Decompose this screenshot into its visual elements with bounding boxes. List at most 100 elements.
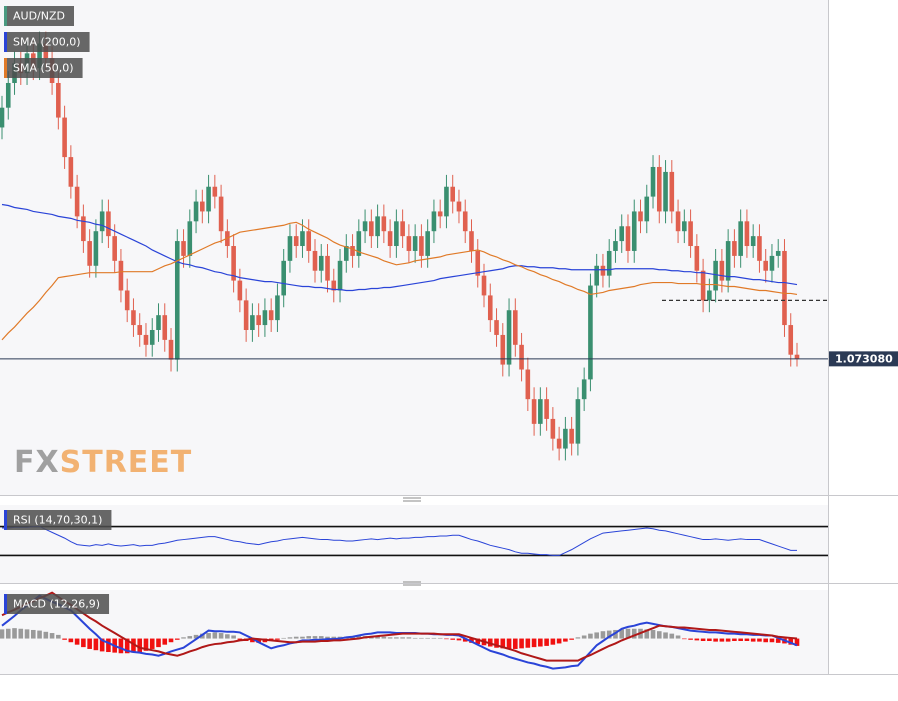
candle-body — [575, 399, 581, 444]
histogram-bar — [419, 637, 424, 639]
candle-body — [513, 310, 518, 345]
histogram-bar — [99, 638, 105, 652]
histogram-bar — [456, 638, 462, 641]
histogram-bar — [5, 628, 11, 639]
legend-title: AUD/NZD — [4, 6, 74, 26]
candle-body — [506, 310, 512, 365]
histogram-bar — [181, 637, 186, 639]
histogram-bar — [24, 629, 30, 639]
histogram-bar — [143, 638, 149, 651]
candle-body — [563, 428, 568, 449]
candle-body — [56, 82, 61, 118]
candle-body — [162, 315, 168, 340]
candle-body — [656, 166, 662, 212]
histogram-bar — [713, 638, 718, 642]
histogram-bar — [281, 637, 286, 639]
candle-body — [325, 255, 330, 281]
resize-handle[interactable] — [403, 497, 421, 502]
rsi-plot-bg — [0, 505, 828, 583]
candle-body — [131, 310, 136, 326]
histogram-bar — [256, 638, 261, 643]
histogram-bar — [68, 638, 74, 643]
histogram-bar — [669, 633, 675, 639]
candle-body — [187, 221, 193, 256]
candle-body — [682, 221, 687, 232]
histogram-bar — [187, 636, 193, 639]
candle-body — [788, 325, 794, 355]
histogram-bar — [237, 638, 243, 640]
candle-body — [74, 186, 80, 217]
candle-body — [193, 201, 199, 222]
candle-body — [725, 241, 731, 281]
candle-body — [581, 379, 587, 400]
labels-layer: FXSTREET 1.073080 AUD/NZD SMA (200,0) SMA (5… — [4, 6, 898, 614]
candle-body — [350, 246, 355, 256]
histogram-bar — [18, 628, 24, 639]
candle-body — [531, 399, 537, 424]
candle-body — [456, 201, 462, 212]
candle-body — [519, 344, 524, 370]
candle-body — [200, 201, 205, 212]
histogram-bar — [775, 638, 781, 643]
candle-body — [481, 275, 487, 296]
histogram-bar — [650, 629, 656, 639]
candle-body — [763, 260, 769, 271]
candle-body — [619, 226, 625, 242]
histogram-bar — [675, 635, 681, 639]
candle-body — [469, 231, 474, 251]
candle-body — [381, 216, 387, 232]
legend-box — [4, 6, 74, 26]
histogram-bar — [613, 629, 618, 639]
histogram-bar — [682, 638, 687, 640]
candle-body — [281, 260, 286, 296]
histogram-bar — [106, 638, 111, 653]
histogram-bar — [206, 633, 211, 639]
histogram-bar — [43, 631, 49, 639]
histogram-bar — [275, 638, 280, 640]
legend-title: RSI (14,70,30,1) — [4, 510, 112, 530]
histogram-bar — [600, 631, 606, 639]
candle-body — [700, 270, 706, 301]
candle-body — [287, 236, 293, 261]
candle-body — [0, 107, 5, 128]
histogram-bar — [318, 636, 324, 639]
candle-body — [306, 231, 312, 251]
candle-body — [525, 369, 531, 400]
candle-body — [600, 265, 606, 276]
candle-body — [181, 241, 186, 256]
candle-body — [331, 280, 337, 291]
histogram-bar — [663, 632, 668, 639]
histogram-bar — [81, 638, 86, 648]
histogram-bar — [137, 638, 143, 653]
histogram-bar — [375, 636, 380, 639]
candle-body — [387, 231, 393, 247]
candle-body — [707, 290, 712, 301]
candle-body — [143, 334, 149, 345]
legend-title: MACD (12,26,9) — [4, 594, 110, 614]
histogram-bar — [406, 637, 412, 639]
histogram-bar — [563, 638, 568, 642]
candle-body — [494, 320, 499, 335]
legend-box — [4, 32, 90, 52]
resize-handle[interactable] — [403, 581, 421, 586]
candle-body — [538, 399, 543, 424]
candle-body — [156, 315, 161, 330]
candle-body — [275, 295, 280, 321]
histogram-bar — [425, 637, 430, 639]
candle-body — [794, 354, 800, 359]
histogram-bar — [688, 638, 693, 640]
candle-body — [500, 334, 506, 365]
histogram-bar — [200, 633, 205, 639]
legend-label: SMA (200,0) — [13, 36, 81, 49]
histogram-bar — [788, 638, 794, 645]
legend-entry: SMA (200,0) — [4, 32, 90, 52]
histogram-bar — [437, 637, 443, 639]
candle-body — [369, 221, 374, 237]
histogram-bar — [513, 638, 518, 649]
histogram-bar — [719, 638, 725, 642]
histogram-bar — [757, 638, 762, 642]
candle-body — [206, 186, 211, 212]
histogram-bar — [707, 638, 712, 641]
